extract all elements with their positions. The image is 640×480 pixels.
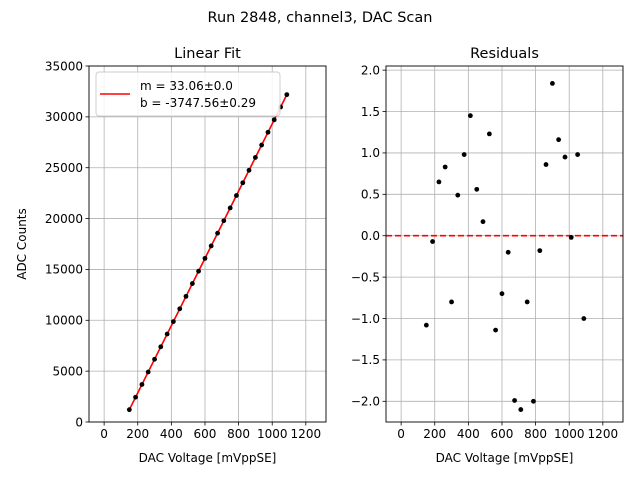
residuals-data-point <box>474 186 480 192</box>
residuals-x-tick-label: 0 <box>397 427 405 441</box>
residuals-x-tick-label: 400 <box>457 427 480 441</box>
legend-intercept-text: b = -3747.56±0.29 <box>140 96 256 110</box>
linear-fit-axes-frame <box>88 65 327 423</box>
residuals-data-point <box>512 398 517 403</box>
residuals-data-point <box>430 239 435 244</box>
linear-fit-x-tick-label: 800 <box>227 427 250 441</box>
residuals-data-point <box>537 248 543 254</box>
linear-fit-data-point <box>202 255 208 261</box>
linear-fit-y-tick-label: 25000 <box>45 161 83 175</box>
linear-fit-ylabel: ADC Counts <box>15 208 29 280</box>
linear-fit-x-tick-label: 400 <box>160 427 183 441</box>
linear-fit-title: Linear Fit <box>174 46 241 62</box>
linear-fit-data-point <box>158 344 164 350</box>
linear-fit-data-point <box>253 155 258 160</box>
residuals-data-point <box>486 131 492 137</box>
linear-fit-y-tick-label: 10000 <box>45 314 83 328</box>
residuals-data-point <box>493 327 498 333</box>
linear-fit-data-point <box>196 268 201 274</box>
linear-fit-data-point <box>221 218 227 224</box>
linear-fit-data-point <box>246 167 252 173</box>
linear-fit-data-point <box>234 193 239 198</box>
linear-fit-y-tick-label: 15000 <box>45 263 83 277</box>
linear-fit-data-point <box>170 319 176 324</box>
residuals-panel: 0 200 400 600 800 1000 1200 −2.0 −1.5 −1.0 −0.5 0.0… <box>351 46 624 465</box>
residuals-y-tick-label: −2.0 <box>351 395 380 409</box>
figure-title: Run 2848, channel3, DAC Scan <box>208 10 433 26</box>
residuals-data-point <box>562 154 568 160</box>
residuals-y-tick-label: 2.0 <box>361 63 380 77</box>
residuals-data-point <box>581 316 587 321</box>
residuals-y-tick-label: 1.0 <box>361 146 380 160</box>
linear-fit-x-tick-label: 1200 <box>291 427 322 441</box>
residuals-x-tick-label: 800 <box>524 427 547 441</box>
residuals-y-tick-label: 0.5 <box>361 188 380 202</box>
residuals-x-tick-label: 200 <box>423 427 446 441</box>
linear-fit-y-tick-label: 5000 <box>52 364 83 378</box>
linear-fit-data-point <box>133 394 138 400</box>
residuals-x-tick-label: 600 <box>491 427 514 441</box>
linear-fit-x-tick-label: 1000 <box>257 427 288 441</box>
linear-fit-panel: 0 200 400 600 800 1000 1200 0 5000 10000 15000 2000… <box>15 46 327 465</box>
linear-fit-data-point <box>240 180 246 186</box>
linear-fit-data-point <box>164 331 170 337</box>
residuals-data-point <box>442 164 448 170</box>
linear-fit-data-point <box>271 117 277 123</box>
linear-fit-y-tick-label: 35000 <box>45 59 83 73</box>
residuals-data-point <box>518 407 524 412</box>
residuals-data-point <box>423 322 429 328</box>
linear-fit-data-point <box>177 306 183 312</box>
linear-fit-data-point <box>189 281 195 286</box>
residuals-data-point <box>467 113 473 119</box>
linear-fit-data-point <box>215 230 220 236</box>
linear-fit-xlabel: DAC Voltage [mVppSE] <box>139 451 277 465</box>
residuals-y-tick-label: −1.5 <box>351 353 380 367</box>
linear-fit-data-point <box>183 293 189 299</box>
residuals-data-point <box>436 179 442 185</box>
residuals-y-tick-label: 1.5 <box>361 105 380 119</box>
linear-fit-legend: m = 33.06±0.0 b = -3747.56±0.29 <box>95 71 281 117</box>
residuals-data-point <box>461 152 467 157</box>
residuals-data-point <box>499 291 505 297</box>
linear-fit-data-point <box>152 356 157 362</box>
residuals-y-tick-label: 0.0 <box>361 229 380 243</box>
linear-fit-y-tick-label: 20000 <box>45 212 83 226</box>
linear-fit-data-point <box>139 382 145 387</box>
residuals-title: Residuals <box>470 46 539 62</box>
residuals-data-point <box>480 219 486 225</box>
residuals-y-tick-label: −1.0 <box>351 312 380 326</box>
linear-fit-x-tick-label: 600 <box>194 427 217 441</box>
residuals-x-tick-label: 1000 <box>554 427 585 441</box>
residuals-xlabel: DAC Voltage [mVppSE] <box>436 451 574 465</box>
residuals-y-tick-label: −0.5 <box>351 270 380 284</box>
residuals-data-point <box>556 137 562 143</box>
linear-fit-data-point <box>145 369 151 375</box>
linear-fit-x-tick-label: 0 <box>100 427 108 441</box>
residuals-axes-frame <box>385 65 624 423</box>
residuals-data-point <box>568 234 574 240</box>
linear-fit-y-tick-label: 30000 <box>45 110 83 124</box>
residuals-data-point <box>531 398 536 404</box>
residuals-data-point <box>505 249 511 255</box>
linear-fit-x-tick-label: 200 <box>126 427 149 441</box>
linear-fit-data-point <box>126 407 132 413</box>
linear-fit-data-point <box>284 92 290 98</box>
linear-fit-y-tick-label: 0 <box>75 415 83 429</box>
linear-fit-data-point <box>259 142 265 148</box>
linear-fit-data-point <box>227 205 233 211</box>
residuals-data-point <box>524 299 530 305</box>
residuals-data-point <box>543 162 549 167</box>
residuals-x-tick-label: 1200 <box>588 427 619 441</box>
residuals-data-point <box>575 152 581 157</box>
residuals-data-point <box>455 192 461 198</box>
residuals-data-point <box>550 80 555 86</box>
legend-slope-text: m = 33.06±0.0 <box>140 79 233 93</box>
residuals-data-point <box>449 299 454 305</box>
linear-fit-data-point <box>208 243 214 249</box>
linear-fit-data-point <box>265 129 271 135</box>
